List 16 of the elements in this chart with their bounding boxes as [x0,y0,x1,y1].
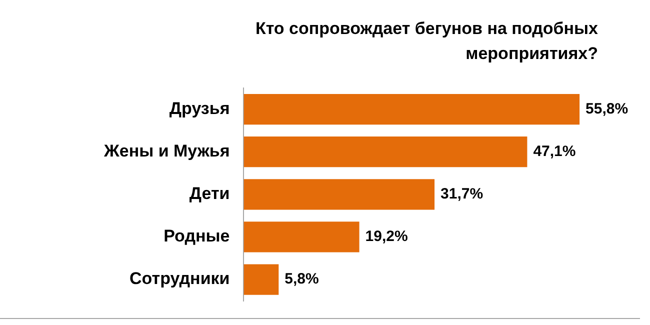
data-label: 55,8% [586,100,628,118]
y-tick-label: Сотрудники [130,269,230,288]
y-tick-label: Родные [164,226,230,246]
y-tick-label: Друзья [169,98,230,118]
bar [244,94,580,125]
data-label: 19,2% [365,228,408,246]
bar [244,179,435,210]
chart-title: Кто сопровождает бегунов на подобных мероприятиях? [254,18,598,65]
bar [244,136,528,168]
data-label: 47,1% [533,142,576,160]
data-label: 31,7% [440,186,484,203]
y-tick-label: Дети [189,184,230,204]
bar [244,264,279,295]
bar [244,222,360,252]
data-label: 5,8% [284,270,319,288]
y-tick-label: Жены и Мужья [103,142,230,161]
